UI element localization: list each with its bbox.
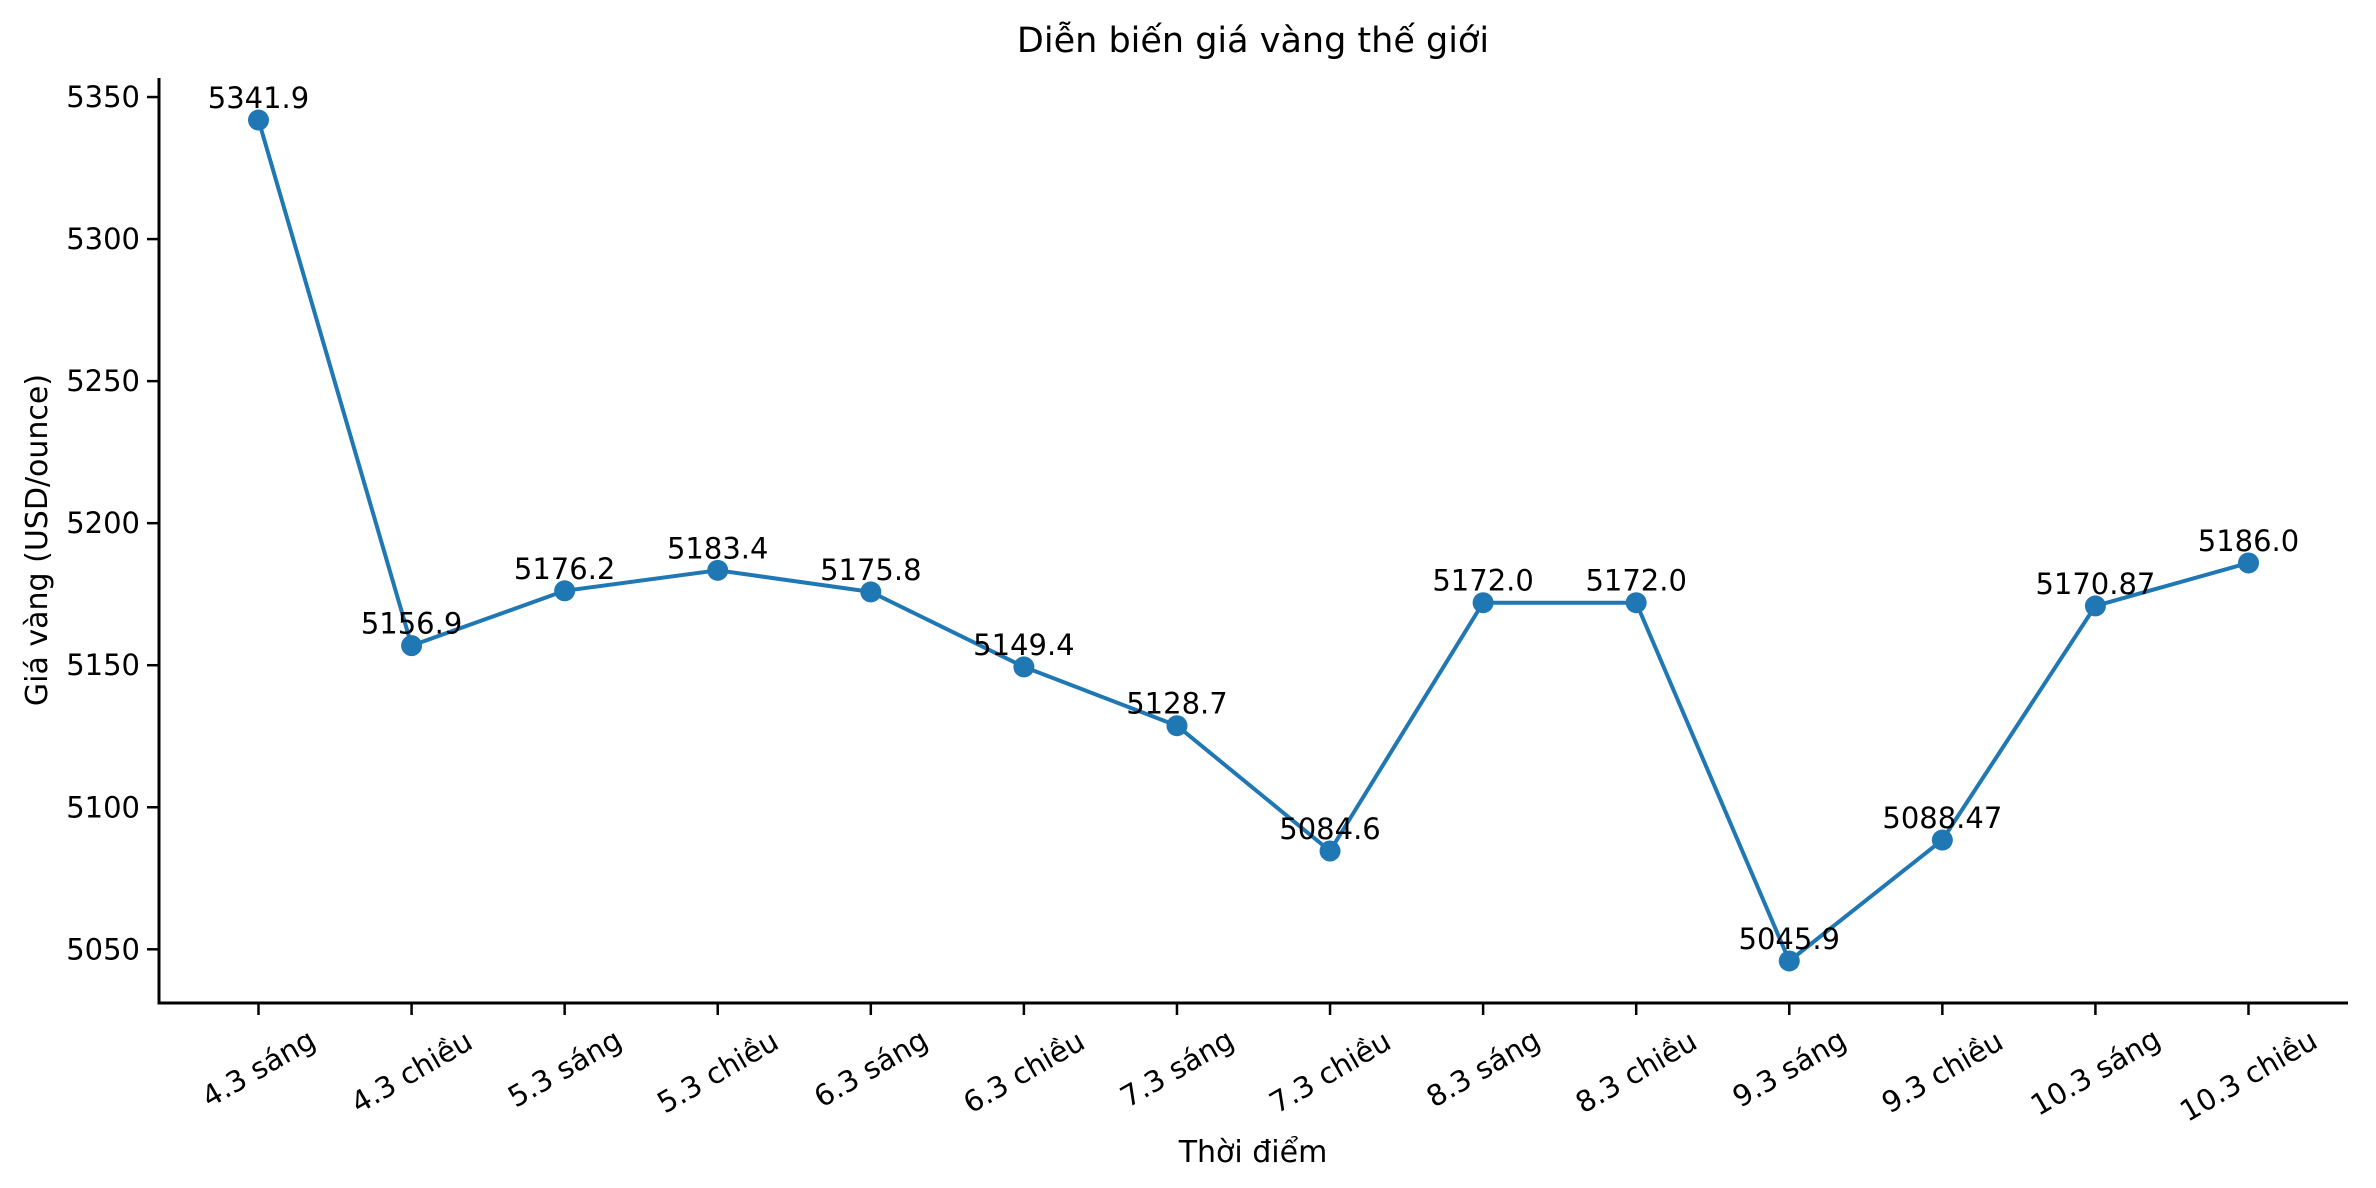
data-point-marker <box>554 580 576 602</box>
data-point-label: 5172.0 <box>1432 564 1533 598</box>
x-tick-label: 4.3 chiều <box>345 1024 478 1120</box>
data-point-label: 5176.2 <box>514 552 615 586</box>
data-point-marker <box>248 109 269 131</box>
data-point-marker <box>1319 840 1341 862</box>
x-tick-label: 4.3 sáng <box>196 1022 321 1114</box>
y-tick-label: 5350 <box>66 80 140 114</box>
data-point-marker <box>401 635 423 657</box>
y-tick-label: 5200 <box>66 506 140 540</box>
data-point-label: 5183.4 <box>667 531 768 565</box>
data-point-label: 5128.7 <box>1126 687 1227 721</box>
data-point-label: 5172.0 <box>1585 564 1686 598</box>
data-point-label: 5186.0 <box>2198 524 2299 558</box>
data-point-marker <box>2238 552 2259 574</box>
data-point-marker <box>707 559 729 581</box>
data-point-marker <box>2084 595 2106 617</box>
x-tick-label: 5.3 chiều <box>651 1024 784 1120</box>
data-point-label: 5045.9 <box>1739 922 1840 956</box>
x-tick-label: 6.3 sáng <box>808 1022 933 1114</box>
data-point-marker <box>1166 715 1188 737</box>
chart-title: Diễn biến giá vàng thế giới <box>1017 20 1489 61</box>
x-tick-label: 5.3 sáng <box>502 1022 627 1114</box>
x-tick-label: 7.3 chiều <box>1264 1024 1397 1120</box>
x-tick-label: 6.3 chiều <box>957 1024 1090 1120</box>
y-axis-title: Giá vàng (USD/ounce) <box>20 374 55 706</box>
x-axis-title: Thời điểm <box>1178 1134 1328 1170</box>
y-tick-label: 5250 <box>66 364 140 398</box>
data-point-marker <box>1013 656 1035 678</box>
y-tick-label: 5150 <box>66 648 140 682</box>
data-point-marker <box>1625 592 1647 614</box>
data-point-label: 5156.9 <box>361 607 462 641</box>
y-tick-label: 5300 <box>66 222 140 256</box>
y-tick-label: 5050 <box>66 932 140 966</box>
x-tick-label: 10.3 chiều <box>2174 1023 2323 1129</box>
data-point-marker <box>860 581 882 603</box>
data-point-label: 5084.6 <box>1279 812 1380 846</box>
data-point-marker <box>1472 592 1494 614</box>
x-tick-label: 8.3 chiều <box>1570 1024 1703 1120</box>
x-tick-label: 9.3 sáng <box>1727 1022 1852 1114</box>
data-point-marker <box>1931 829 1953 851</box>
data-point-label: 5341.9 <box>208 81 309 115</box>
x-tick-label: 8.3 sáng <box>1420 1022 1545 1114</box>
plot-area: 5050 5100 5150 5200 5250 5300 5350 4.3 sáng 4.3 … <box>66 78 2348 1128</box>
data-point-marker <box>1778 950 1800 972</box>
series-line <box>256 118 2251 963</box>
x-tick-label: 7.3 sáng <box>1114 1022 1239 1114</box>
x-tick-label: 9.3 chiều <box>1876 1024 2009 1120</box>
data-point-label: 5170.87 <box>2035 567 2155 601</box>
data-point-label: 5088.47 <box>1882 801 2002 835</box>
data-point-label: 5149.4 <box>973 628 1074 662</box>
x-tick-label: 10.3 sáng <box>2025 1021 2166 1122</box>
data-point-label: 5175.8 <box>820 553 921 587</box>
y-tick-label: 5100 <box>66 790 140 824</box>
